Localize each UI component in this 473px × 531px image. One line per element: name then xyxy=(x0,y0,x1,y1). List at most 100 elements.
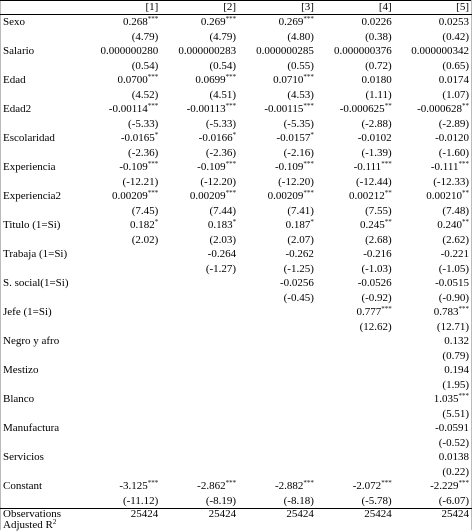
coef-cell xyxy=(238,450,316,465)
t-stat: (-2.36) xyxy=(128,146,159,159)
t-stat: (4.53) xyxy=(287,88,314,101)
t-stat: (-2.16) xyxy=(283,146,314,159)
t-cell: (2.07) xyxy=(238,233,316,248)
coef-cell: 0.000000283 xyxy=(160,44,238,59)
coefficient: -0.00114 xyxy=(108,103,148,115)
t-cell xyxy=(238,320,316,335)
t-cell: (-8.19) xyxy=(160,494,238,509)
t-row: (1.95) xyxy=(1,378,472,393)
t-stat: (-5.78) xyxy=(361,494,392,507)
coef-cell xyxy=(316,450,394,465)
coef-cell: -0.0256 xyxy=(238,276,316,291)
t-stat: (2.62) xyxy=(442,233,469,246)
coefficient: -0.264 xyxy=(207,248,237,260)
coefficient: 0.268 xyxy=(123,16,148,28)
corner xyxy=(0,0,83,15)
empty-cell xyxy=(1,320,83,335)
coefficient: 0.182 xyxy=(130,219,155,231)
coefficient: 0.000000285 xyxy=(256,45,314,57)
t-stat: (1.07) xyxy=(442,88,469,101)
coef-cell: 0.00209*** xyxy=(83,189,161,204)
coef-cell xyxy=(83,305,161,320)
t-cell: (-5.78) xyxy=(316,494,394,509)
t-cell: (4.53) xyxy=(238,88,316,103)
significance: *** xyxy=(303,73,314,81)
row-label: Negro y afro xyxy=(3,335,60,347)
coef-cell xyxy=(238,421,316,436)
coefficient: -0.0165 xyxy=(120,132,155,144)
coefficient: -0.0102 xyxy=(357,132,392,144)
t-cell xyxy=(83,291,161,306)
coef-cell: -0.000628** xyxy=(394,102,472,117)
t-stat: (12.71) xyxy=(436,320,469,333)
empty-cell xyxy=(1,233,83,248)
coef-cell xyxy=(238,392,316,407)
empty-cell xyxy=(1,494,83,509)
t-stat: (-11.12) xyxy=(122,494,159,507)
t-row: (0.54) (0.54) (0.55) (0.72) (0.65) xyxy=(1,59,472,74)
row-label: Observations xyxy=(0,508,83,520)
t-cell: (-12.20) xyxy=(160,175,238,190)
observations-cell: 25424 xyxy=(82,508,161,520)
observations-cell: 25424 xyxy=(315,508,394,520)
coefficient: -0.0591 xyxy=(435,422,469,434)
empty-cell xyxy=(1,59,83,74)
t-stat: (7.55) xyxy=(365,204,392,217)
observations-cell: 25424 xyxy=(160,508,239,520)
t-cell xyxy=(238,465,316,480)
t-cell xyxy=(83,320,161,335)
coefficient: -0.109 xyxy=(274,161,304,173)
coefficient: 0.00209 xyxy=(267,190,304,202)
coefficient: 0.0174 xyxy=(438,74,469,86)
coefficient: -0.0166 xyxy=(198,132,233,144)
significance: *** xyxy=(225,15,237,23)
row-label: Experiencia2 xyxy=(3,190,62,202)
row-label: Constant xyxy=(3,480,43,492)
coefficient: 0.000000376 xyxy=(333,45,392,57)
coefficient: -0.109 xyxy=(119,161,148,173)
coefficient: 0.132 xyxy=(444,335,469,347)
coefficient: -0.000625 xyxy=(339,103,385,115)
coefficient: 0.269 xyxy=(278,16,304,28)
coef-cell: 0.268*** xyxy=(83,15,161,30)
coefficient: 0.783 xyxy=(433,306,459,318)
row-label: Sexo xyxy=(3,16,25,28)
t-stat: (0.22) xyxy=(442,465,469,478)
coefficient: 0.187 xyxy=(285,219,311,231)
t-stat: (-12.44) xyxy=(355,175,392,188)
t-cell xyxy=(238,436,316,451)
coef-row: Escolaridad -0.0165* -0.0166* -0.0157* -0.01… xyxy=(1,131,472,146)
significance: ** xyxy=(462,102,469,110)
header-row: [1] [2] [3] [4] [5] xyxy=(0,0,472,15)
t-stat: (2.02) xyxy=(131,233,159,246)
t-cell: (-1.03) xyxy=(316,262,394,277)
coef-row: Trabaja (1=Si) -0.264 -0.262 -0.216 -0.221 xyxy=(1,247,472,262)
coef-cell: 0.0699*** xyxy=(160,73,238,88)
t-cell: (-5.33) xyxy=(83,117,161,132)
t-row: (-11.12) (-8.19) (-8.18) (-5.78) (-6.07) xyxy=(1,494,472,509)
significance: *** xyxy=(303,102,314,110)
empty-cell xyxy=(83,520,161,531)
t-stat: (-6.07) xyxy=(438,494,469,507)
coef-cell xyxy=(238,363,316,378)
t-cell xyxy=(83,465,161,480)
t-stat: (2.07) xyxy=(287,233,314,246)
significance: *** xyxy=(147,73,159,81)
t-row: (-0.52) xyxy=(1,436,472,451)
label-superscript: 2 xyxy=(52,517,57,526)
coef-cell: -0.0591 xyxy=(394,421,472,436)
coefficient: 0.0180 xyxy=(361,74,392,86)
t-stat: (5.51) xyxy=(442,407,469,420)
coef-cell: 0.00210** xyxy=(394,189,472,204)
empty-cell xyxy=(1,465,83,480)
t-cell: (2.68) xyxy=(316,233,394,248)
coef-cell xyxy=(160,334,238,349)
t-stat: (-8.19) xyxy=(205,494,237,507)
coef-cell: -0.00115*** xyxy=(238,102,316,117)
significance: *** xyxy=(147,479,159,487)
coefficient: -2.072 xyxy=(352,480,382,492)
coef-cell xyxy=(316,334,394,349)
coef-cell: -3.125*** xyxy=(83,479,161,494)
coefficient: -0.111 xyxy=(353,161,382,173)
coef-cell: 0.0700*** xyxy=(83,73,161,88)
